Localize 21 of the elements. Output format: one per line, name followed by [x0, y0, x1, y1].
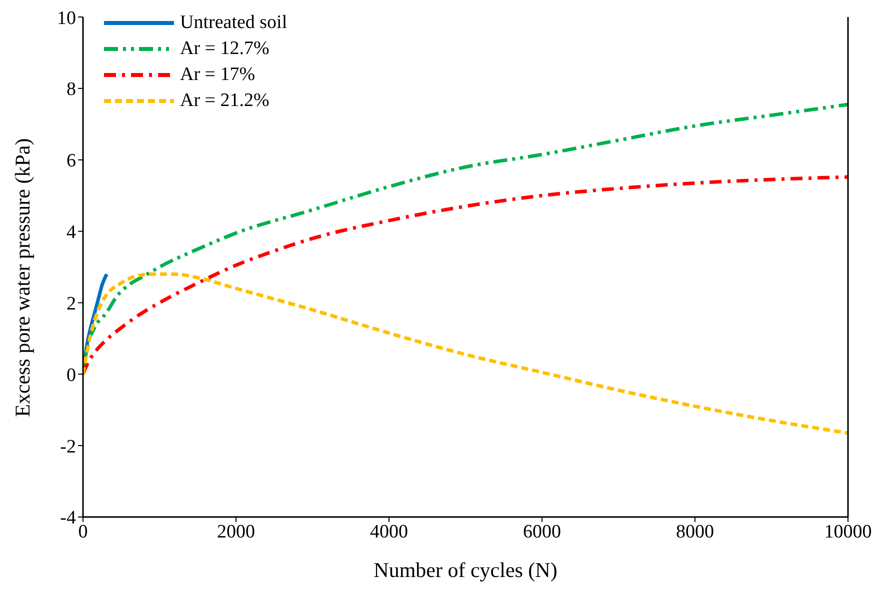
legend-label: Ar = 17%	[180, 63, 256, 87]
y-tick-label: 0	[66, 364, 76, 386]
y-tick-label: 10	[57, 8, 76, 29]
x-tick-label: 2000	[217, 521, 255, 542]
y-tick-label: -2	[60, 436, 76, 458]
line-series	[83, 175, 848, 376]
legend-label: Ar = 21.2%	[180, 89, 270, 113]
legend-label: Ar = 12.7%	[180, 37, 270, 61]
legend-label: Untreated soil	[180, 11, 288, 35]
x-tick-label: 8000	[676, 521, 714, 542]
y-axis-title: Excess pore water pressure (kPa)	[10, 138, 34, 417]
y-tick-label: 6	[66, 150, 76, 172]
y-tick-label: -4	[60, 508, 76, 529]
y-tick-label: 4	[66, 222, 76, 244]
x-tick-label: 4000	[370, 521, 408, 542]
x-axis-title: Number of cycles (N)	[374, 558, 558, 582]
y-tick-label: 2	[66, 293, 76, 314]
line-series	[83, 272, 848, 435]
x-tick-label: 6000	[523, 521, 561, 542]
x-tick-label: 10000	[824, 521, 872, 542]
y-tick-label: 8	[66, 79, 76, 100]
